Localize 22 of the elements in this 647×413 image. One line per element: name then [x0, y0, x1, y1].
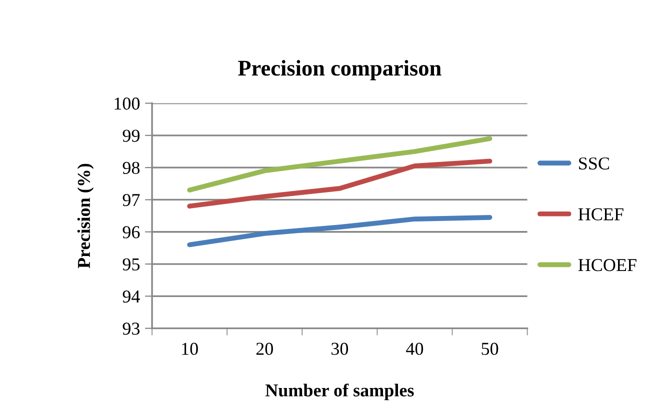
legend-label: HCEF — [578, 208, 624, 220]
y-tick-label: 94 — [122, 290, 140, 303]
legend-label: SSC — [579, 157, 609, 170]
x-tick-label: 40 — [406, 342, 424, 355]
line-series — [187, 158, 492, 209]
chart-title: Precision comparison — [238, 60, 442, 80]
legend-label: HCOEF — [578, 259, 636, 272]
x-tick-label: 50 — [482, 342, 498, 355]
y-tick-label: 96 — [122, 226, 140, 238]
y-tick-label: 93 — [122, 322, 140, 335]
x-tick-label: 10 — [182, 342, 198, 355]
y-tick-label: 97 — [122, 194, 140, 206]
y-tick-label: 100 — [114, 98, 140, 110]
line-series — [187, 136, 492, 192]
x-axis-title: Number of samples — [265, 384, 414, 400]
y-tick-label: 99 — [122, 130, 140, 142]
y-axis-title: Precision (%) — [77, 164, 94, 268]
x-tick-label: 20 — [256, 342, 273, 355]
y-tick-label: 98 — [122, 162, 140, 174]
x-tick-label: 30 — [332, 342, 348, 355]
line-series — [187, 214, 492, 248]
y-tick-label: 95 — [122, 258, 140, 270]
